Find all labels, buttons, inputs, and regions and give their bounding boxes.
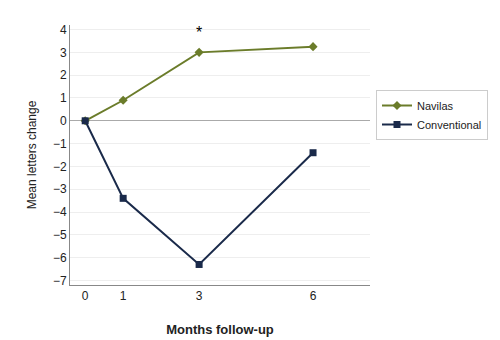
svg-text:−1: −1 — [53, 137, 67, 151]
svg-text:Navilas: Navilas — [417, 100, 454, 112]
svg-text:0: 0 — [60, 114, 67, 128]
svg-text:1: 1 — [120, 289, 127, 303]
svg-text:2: 2 — [60, 68, 67, 82]
svg-text:Conventional: Conventional — [417, 119, 481, 131]
svg-text:*: * — [196, 24, 202, 41]
svg-text:Months follow-up: Months follow-up — [166, 322, 274, 337]
svg-text:3: 3 — [196, 289, 203, 303]
svg-text:Mean letters change: Mean letters change — [25, 100, 39, 209]
svg-text:−2: −2 — [53, 160, 67, 174]
svg-text:−3: −3 — [53, 182, 67, 196]
svg-text:0: 0 — [82, 289, 89, 303]
svg-text:−7: −7 — [53, 274, 67, 288]
svg-text:4: 4 — [60, 23, 67, 37]
svg-text:−5: −5 — [53, 228, 67, 242]
svg-text:−4: −4 — [53, 205, 67, 219]
svg-text:6: 6 — [310, 289, 317, 303]
svg-text:1: 1 — [60, 91, 67, 105]
svg-text:−6: −6 — [53, 251, 67, 265]
svg-text:3: 3 — [60, 46, 67, 60]
